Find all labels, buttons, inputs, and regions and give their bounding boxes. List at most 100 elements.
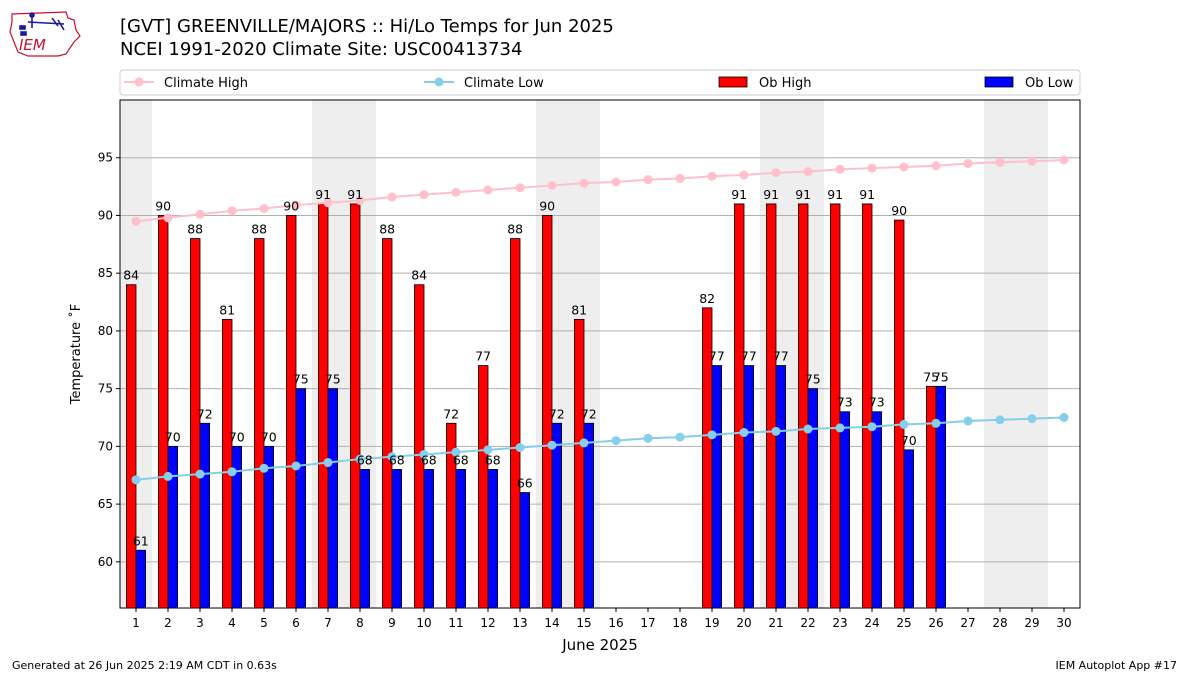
legend-label: Climate Low: [464, 76, 544, 91]
climate-high-point: [707, 171, 717, 181]
ob-high-bar: [734, 203, 745, 609]
ob-high-bar-label: 88: [379, 222, 395, 237]
ob-high-bar-label: 88: [187, 222, 203, 237]
ob-high-bar-label: 75: [923, 369, 939, 384]
climate-high-point: [483, 185, 493, 195]
ob-low-bar: [135, 549, 147, 609]
x-tick-label: 20: [736, 616, 751, 630]
climate-high-point: [867, 163, 877, 173]
x-tick-label: 17: [640, 616, 655, 630]
ob-low-bar-label: 75: [805, 372, 821, 387]
footer-generated: Generated at 26 Jun 2025 2:19 AM CDT in …: [12, 659, 277, 672]
ob-low-bar: [839, 411, 851, 609]
climate-high-point: [547, 180, 557, 190]
ob-low-bar-label: 70: [229, 429, 245, 444]
ob-low-bar: [167, 445, 179, 609]
climate-high-point: [131, 216, 141, 226]
ob-low-bar: [455, 469, 467, 609]
ob-low-bar-label: 70: [261, 429, 277, 444]
climate-high-point: [995, 157, 1005, 167]
y-tick-label: 85: [98, 266, 113, 280]
climate-low-point: [355, 454, 365, 464]
climate-high-point: [451, 187, 461, 197]
ob-high-bar: [509, 238, 521, 609]
x-tick-label: 19: [704, 616, 719, 630]
ob-low-bar-label: 75: [325, 372, 341, 387]
ob-high-bar-label: 81: [219, 302, 235, 317]
climate-low-point: [451, 447, 461, 457]
ob-high-bar-label: 91: [859, 187, 875, 202]
ob-high-bar-label: 77: [475, 349, 491, 364]
ob-high-bar: [477, 365, 489, 609]
climate-high-point: [739, 170, 749, 180]
ob-high-bar: [126, 284, 137, 609]
ob-high-bar-label: 91: [763, 187, 779, 202]
y-tick-label: 70: [98, 439, 113, 453]
ob-high-bar-label: 91: [731, 187, 747, 202]
climate-low-point: [611, 436, 621, 446]
ob-low-bar-label: 75: [293, 372, 309, 387]
climate-low-point: [1059, 413, 1069, 422]
y-tick-label: 75: [98, 382, 113, 396]
ob-high-bar-label: 88: [251, 222, 267, 237]
ob-low-bar-label: 68: [357, 452, 373, 467]
climate-high-point: [963, 159, 973, 168]
x-tick-label: 7: [324, 616, 332, 630]
climate-high-point: [803, 167, 813, 177]
climate-low-point: [579, 438, 589, 448]
x-tick-label: 11: [448, 616, 463, 630]
ob-high-bar-label: 84: [411, 268, 427, 283]
climate-high-point: [579, 178, 589, 188]
climate-low-point: [739, 428, 749, 438]
legend-marker: [134, 77, 144, 87]
climate-low-point: [643, 433, 653, 443]
climate-low-point: [931, 418, 941, 428]
ob-high-bar-label: 81: [571, 302, 587, 317]
ob-low-bar: [519, 492, 531, 609]
ob-high-bar-label: 82: [699, 291, 715, 306]
climate-low-point: [547, 440, 557, 450]
weekend-band: [984, 100, 1048, 608]
climate-low-point: [483, 445, 493, 455]
climate-high-point: [355, 195, 365, 205]
climate-low-point: [227, 467, 237, 477]
x-tick-label: 2: [164, 616, 172, 630]
x-tick-label: 14: [544, 616, 559, 630]
plot-frame: [119, 99, 1081, 609]
climate-low-point: [195, 469, 205, 479]
x-tick-label: 5: [260, 616, 268, 630]
ob-high-bar-label: 90: [539, 198, 555, 213]
climate-low-point: [163, 471, 173, 481]
climate-high-point: [387, 192, 397, 202]
ob-high-bar-label: 91: [347, 187, 363, 202]
climate-high-line: [135, 159, 1065, 223]
ob-low-bar: [711, 365, 723, 609]
legend-swatch: [984, 76, 1014, 88]
ob-low-bar: [199, 422, 211, 609]
y-tick-label: 65: [98, 497, 113, 511]
x-tick-label: 30: [1056, 616, 1071, 630]
climate-low-point: [707, 430, 717, 440]
climate-low-point: [899, 419, 909, 429]
ob-low-bar-label: 77: [709, 349, 725, 364]
x-tick-label: 12: [480, 616, 495, 630]
climate-low-point: [995, 415, 1005, 425]
ob-high-bar: [766, 203, 777, 609]
ob-high-bar: [413, 284, 425, 609]
ob-low-bar: [295, 388, 307, 609]
climate-low-point: [291, 461, 301, 471]
ob-low-bar-label: 68: [389, 452, 405, 467]
climate-high-point: [931, 161, 941, 171]
climate-low-point: [867, 422, 877, 432]
ob-low-bar: [871, 411, 883, 609]
climate-low-point: [803, 424, 813, 434]
ob-low-bar-label: 68: [421, 452, 437, 467]
x-axis-label: June 2025: [561, 636, 638, 654]
legend-label: Climate High: [164, 76, 248, 91]
ob-low-bar-label: 66: [517, 476, 533, 491]
ob-high-bar: [221, 318, 233, 609]
ob-low-bar-label: 73: [869, 395, 885, 410]
climate-high-point: [515, 183, 525, 193]
x-tick-label: 16: [608, 616, 623, 630]
